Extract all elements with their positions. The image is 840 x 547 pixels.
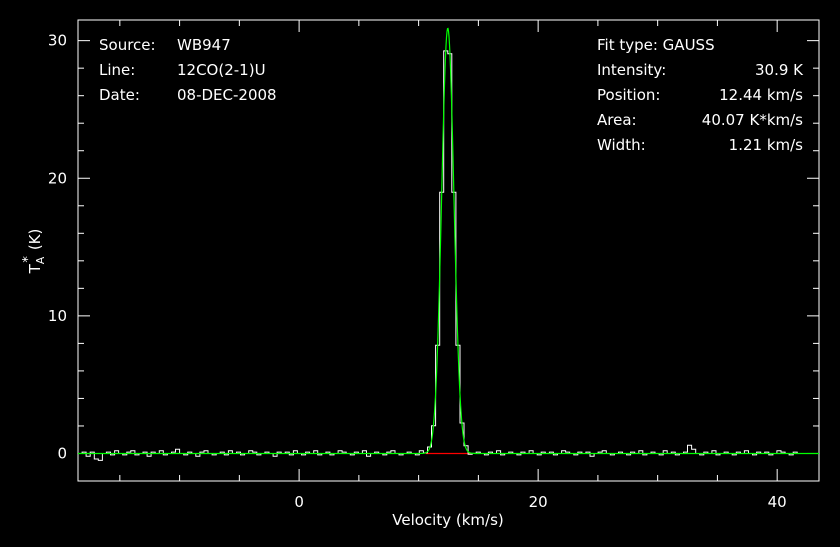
observation-info: Source: WB947 Line: 12CO(2-1)U Date: 08-DEC-2… [99, 36, 277, 104]
info-key: Source: [99, 36, 156, 54]
fit-key: Area: [597, 111, 637, 129]
y-axis-label-sub: A [34, 256, 47, 264]
y-tick-label: 30 [48, 32, 67, 50]
fit-value: 40.07 K*km/s [702, 111, 803, 129]
y-axis-label-main: T [26, 263, 44, 274]
fit-key: Width: [597, 136, 646, 154]
info-value: 08-DEC-2008 [177, 86, 277, 104]
info-value: 12CO(2-1)U [177, 61, 266, 79]
x-tick-label: 40 [768, 493, 787, 511]
gaussian-fit-curve [78, 27, 819, 455]
y-tick-label: 20 [48, 169, 67, 187]
y-tick-label: 0 [57, 444, 67, 462]
axis-ticks [78, 20, 819, 481]
info-key: Line: [99, 61, 135, 79]
fit-key: Position: [597, 86, 660, 104]
info-value: WB947 [177, 36, 231, 54]
fit-key: Intensity: [597, 61, 666, 79]
fit-value: 1.21 km/s [729, 136, 804, 154]
info-key: Date: [99, 86, 140, 104]
y-axis-label-unit: (K) [26, 229, 44, 251]
y-axis-label-sup: * [21, 256, 36, 263]
y-axis-label: TA* (K) [21, 229, 47, 275]
fit-value: 12.44 km/s [719, 86, 803, 104]
fit-value: 30.9 K [755, 61, 804, 79]
y-tick-label: 10 [48, 307, 67, 325]
x-axis-label: Velocity (km/s) [392, 511, 503, 529]
fit-type-title: Fit type: GAUSS [597, 36, 715, 54]
svg-text:TA*(K): TA* (K) [21, 229, 47, 275]
fit-info: Fit type: GAUSS Intensity: 30.9 K Position… [597, 36, 804, 154]
x-tick-label: 0 [294, 493, 304, 511]
plot-frame [77, 19, 820, 482]
tick-labels: 0 20 40 0 10 20 30 [48, 32, 787, 511]
x-tick-label: 20 [529, 493, 548, 511]
